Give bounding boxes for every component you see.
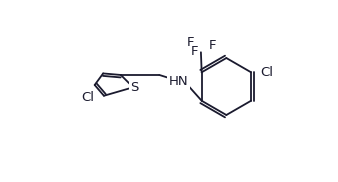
Text: F: F bbox=[191, 45, 198, 58]
Text: Cl: Cl bbox=[260, 66, 273, 79]
Text: F: F bbox=[186, 36, 194, 49]
Text: S: S bbox=[130, 81, 139, 94]
Text: F: F bbox=[209, 39, 216, 52]
Text: Cl: Cl bbox=[81, 91, 94, 104]
Text: HN: HN bbox=[169, 75, 188, 88]
